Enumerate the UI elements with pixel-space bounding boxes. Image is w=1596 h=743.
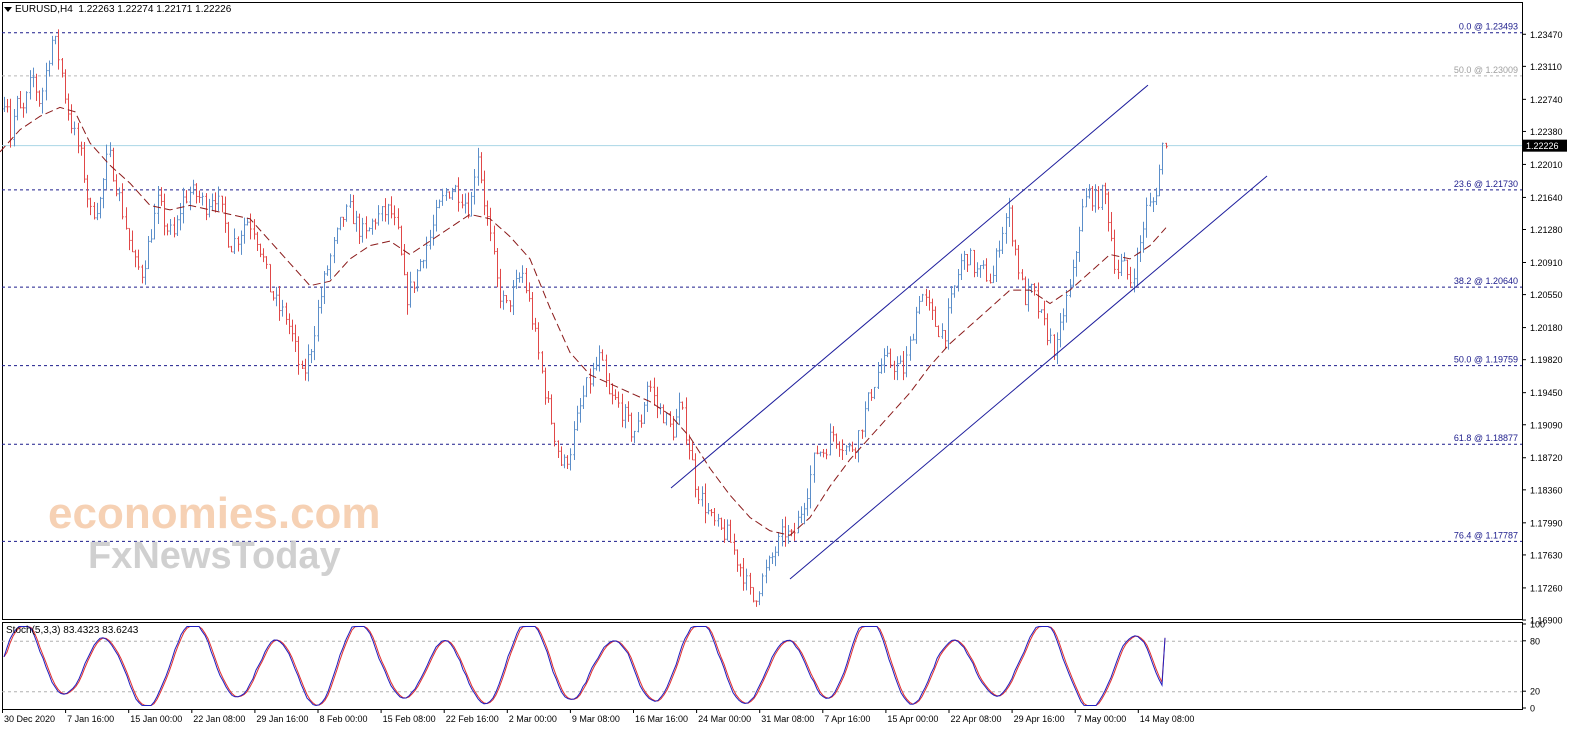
candles (3, 29, 1168, 607)
fib-level-label: 0.0 @ 1.23493 (1459, 22, 1518, 32)
fib-level-label: 23.6 @ 1.21730 (1454, 179, 1518, 189)
current-price-label: 1.22226 (1526, 141, 1559, 151)
stochastic-label: Stoch(5,3,3) 83.4323 83.6243 (6, 625, 139, 636)
axes: 1.23470 1.23110 1.22740 1.22380 1.22010 1.216… (2, 30, 1567, 724)
stoch-y-tick-label: 0 (1530, 704, 1535, 714)
main-panel-frame (2, 2, 1523, 620)
y-tick-label: 1.22380 (1530, 127, 1563, 137)
fib-level-label: 38.2 @ 1.20640 (1454, 276, 1518, 286)
x-tick-label: 15 Apr 00:00 (887, 714, 938, 724)
fib-level-label: 50.0 @ 1.19759 (1454, 355, 1518, 365)
x-tick-label: 7 May 00:00 (1077, 714, 1127, 724)
y-tick-label: 1.18720 (1530, 453, 1563, 463)
fib-level-label: 76.4 @ 1.17787 (1454, 530, 1518, 540)
fib-levels: 0.0 @ 1.23493 50.0 @ 1.23009 23.6 @ 1.2173… (2, 22, 1522, 542)
stochastic-panel (2, 626, 1522, 707)
y-tick-label: 1.23110 (1530, 62, 1562, 72)
x-tick-label: 14 May 08:00 (1140, 714, 1195, 724)
y-tick-label: 1.19450 (1530, 388, 1563, 398)
ma-line (0, 106, 1167, 536)
y-tick-label: 1.17630 (1530, 550, 1563, 560)
y-tick-label: 1.16900 (1530, 616, 1563, 626)
y-tick-label: 1.20550 (1530, 290, 1563, 300)
collapse-triangle-icon[interactable] (4, 7, 12, 12)
x-tick-label: 29 Jan 16:00 (256, 714, 308, 724)
x-tick-label: 30 Dec 2020 (4, 714, 55, 724)
trend-channel (670, 84, 1268, 580)
current-price-tag (1523, 139, 1567, 152)
x-tick-label: 9 Mar 08:00 (572, 714, 620, 724)
y-tick-label: 1.22010 (1530, 160, 1563, 170)
channel-upper-line (670, 84, 1149, 489)
x-tick-label: 22 Apr 08:00 (951, 714, 1002, 724)
y-tick-label: 1.17260 (1530, 583, 1563, 593)
y-tick-label: 1.21280 (1530, 225, 1563, 235)
y-tick-label: 1.19820 (1530, 355, 1563, 365)
x-tick-label: 16 Mar 16:00 (635, 714, 688, 724)
y-tick-label: 1.20910 (1530, 258, 1563, 268)
watermark-line1: economies.com (48, 489, 381, 538)
y-tick-label: 1.19090 (1530, 420, 1563, 430)
channel-lower-line (789, 175, 1268, 580)
x-tick-label: 7 Apr 16:00 (824, 714, 870, 724)
x-tick-label: 29 Apr 16:00 (1014, 714, 1065, 724)
y-tick-label: 1.18360 (1530, 485, 1563, 495)
y-tick-label: 1.23470 (1530, 30, 1563, 40)
y-tick-label: 1.22740 (1530, 95, 1563, 105)
x-tick-label: 22 Feb 16:00 (446, 714, 499, 724)
stoch-y-tick-label: 20 (1530, 687, 1540, 697)
y-tick-label: 1.17990 (1530, 518, 1563, 528)
moving-average (0, 106, 1167, 536)
ohlc-values: 1.22263 1.22274 1.22171 1.22226 (78, 4, 232, 15)
x-tick-label: 15 Feb 08:00 (383, 714, 436, 724)
y-tick-label: 1.20180 (1530, 323, 1563, 333)
chart-frames (2, 2, 1523, 710)
stoch-y-tick-label: 100 (1530, 620, 1545, 630)
x-tick-label: 15 Jan 00:00 (130, 714, 182, 724)
watermark-line2: FxNewsToday (88, 535, 341, 577)
chart-title: EURUSD,H4 1.22263 1.22274 1.22171 1.2222… (4, 4, 231, 15)
x-tick-label: 24 Mar 00:00 (698, 714, 751, 724)
fib-level-label: 50.0 @ 1.23009 (1454, 65, 1518, 75)
y-tick-label: 1.21640 (1530, 193, 1563, 203)
stoch-main-line (3, 626, 1166, 707)
stoch-y-tick-label: 80 (1530, 636, 1540, 646)
x-tick-label: 8 Feb 00:00 (320, 714, 368, 724)
fib-level-label: 61.8 @ 1.18877 (1454, 433, 1518, 443)
x-tick-label: 31 Mar 08:00 (761, 714, 814, 724)
stoch-panel-frame (2, 622, 1523, 710)
x-tick-label: 7 Jan 16:00 (67, 714, 114, 724)
x-tick-label: 2 Mar 00:00 (509, 714, 557, 724)
x-tick-label: 22 Jan 08:00 (193, 714, 245, 724)
symbol-label: EURUSD,H4 (15, 4, 73, 15)
